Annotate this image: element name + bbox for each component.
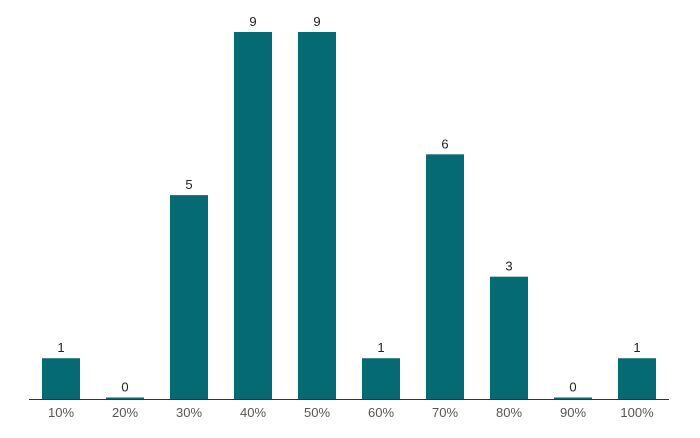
- x-tick-label: 60%: [368, 405, 394, 420]
- bar-value-label: 1: [633, 340, 640, 355]
- x-tick-label: 40%: [240, 405, 266, 420]
- x-tick-label: 10%: [48, 405, 74, 420]
- bar-70pct: [426, 154, 464, 399]
- x-tick-label: 20%: [112, 405, 138, 420]
- x-tick-label: 30%: [176, 405, 202, 420]
- bar-90pct: [554, 397, 592, 399]
- bar-value-label: 5: [185, 177, 192, 192]
- bar-60pct: [362, 358, 400, 399]
- value-labels-layer: 1 0 5 9 9 1 6 3 0 1: [57, 14, 640, 395]
- bar-value-label: 9: [313, 14, 320, 29]
- x-tick-labels: 10% 20% 30% 40% 50% 60% 70% 80% 90% 100%: [48, 405, 654, 420]
- x-tick-label: 80%: [496, 405, 522, 420]
- bar-30pct: [170, 195, 208, 399]
- bar-value-label: 6: [441, 136, 448, 151]
- bar-value-label: 1: [377, 340, 384, 355]
- bar-10pct: [42, 358, 80, 399]
- bar-50pct: [298, 32, 336, 399]
- bar-value-label: 1: [57, 340, 64, 355]
- bars-layer: [42, 32, 656, 399]
- bar-20pct: [106, 397, 144, 399]
- bar-value-label: 3: [505, 259, 512, 274]
- bar-value-label: 0: [121, 380, 128, 395]
- bar-value-label: 0: [569, 380, 576, 395]
- bar-100pct: [618, 358, 656, 399]
- x-tick-label: 100%: [620, 405, 654, 420]
- x-tick-label: 90%: [560, 405, 586, 420]
- bar-80pct: [490, 276, 528, 399]
- x-tick-label: 70%: [432, 405, 458, 420]
- x-tick-label: 50%: [304, 405, 330, 420]
- bar-value-label: 9: [249, 14, 256, 29]
- bar-40pct: [234, 32, 272, 399]
